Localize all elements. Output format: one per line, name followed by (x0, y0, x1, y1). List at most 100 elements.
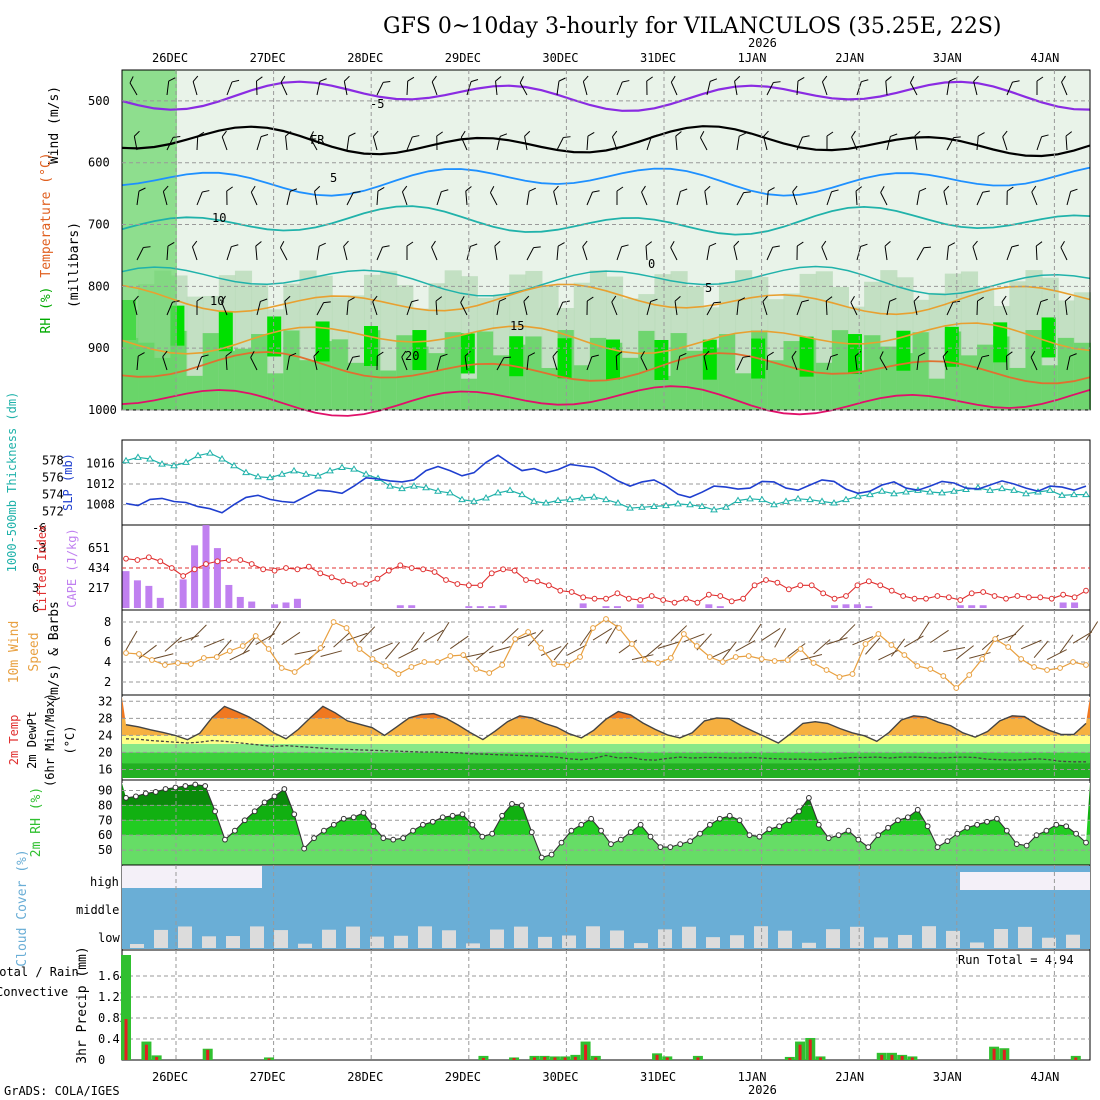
wind-barb-flag (651, 134, 659, 138)
lifted-index-point (945, 594, 952, 601)
wind-barb-flag (582, 240, 588, 247)
wind-barb-upper (196, 296, 204, 315)
wind-barb-staff (736, 136, 740, 151)
wind-speed-point (525, 629, 532, 635)
wind-barb-upper (676, 353, 687, 371)
wind-barb-staff (136, 191, 140, 206)
rh-tick: 90 (98, 783, 112, 797)
wind-barb-staff (494, 246, 498, 261)
thickness-point (146, 455, 154, 462)
temp-color-band (122, 735, 1090, 744)
wind-barb-upper (526, 246, 541, 261)
wind-barb-10m-staff (333, 632, 351, 648)
rh-shading-band (331, 339, 349, 410)
wind-barb-staff (255, 246, 258, 261)
wind-barb-staff (972, 246, 978, 261)
wind-barb-upper (526, 187, 536, 206)
slp-tick: 1012 (86, 477, 115, 491)
cloud-low-bar (850, 926, 864, 948)
wind-barb-upper (909, 76, 918, 96)
wind-barb-flag (285, 131, 292, 137)
wind-speed-point (771, 658, 778, 664)
wind-barb-flag (1036, 76, 1044, 82)
wind-barb-upper (1006, 244, 1019, 261)
wind-barb-upper (880, 185, 888, 206)
rh-tick: 50 (98, 843, 112, 857)
wind-speed-point (654, 660, 661, 666)
wind-barb-10m-staff (995, 633, 1017, 642)
wind-barb-10m (995, 633, 1017, 642)
wind-barb-staff (976, 136, 979, 151)
wind-barb-upper (496, 297, 507, 316)
pressure-tick: 900 (88, 341, 110, 355)
cloud-low-bar (682, 926, 696, 948)
rh-shading-band (218, 311, 233, 352)
wind-barb-upper (466, 79, 479, 96)
thickness-tick: 576 (42, 471, 64, 485)
wind-barb-10m (294, 649, 317, 655)
wind-barb-staff (880, 192, 888, 206)
wind-barb-upper (645, 241, 653, 261)
wind-barb-staff (706, 302, 715, 316)
wind-barb-upper (256, 134, 269, 151)
wind-barb-upper (676, 188, 688, 206)
wind-speed-point (447, 653, 454, 659)
rh-shading-band (880, 346, 898, 410)
lifted-index-point (157, 558, 164, 565)
wind-barb-flag (528, 187, 536, 192)
thickness-point (170, 461, 178, 469)
rh-point (499, 812, 505, 819)
wind-barb-staff (1061, 81, 1068, 96)
wind-barb-upper (314, 185, 321, 206)
wind-barb-upper (346, 132, 356, 151)
cape-bar (408, 605, 416, 608)
cape-bar (1059, 602, 1067, 608)
wind-barb-staff (496, 136, 501, 151)
wind-barb-upper (704, 185, 711, 206)
wind-barb-10m-staff (865, 637, 881, 655)
wind-barb-staff (256, 136, 262, 151)
wind-speed-point (278, 665, 285, 671)
wind-barb-flag (411, 299, 419, 303)
li-tick: 3 (32, 581, 39, 595)
wind-barb-10m-staff (943, 646, 965, 653)
wind-barb-10m-staff (515, 632, 537, 641)
wind-barb-staff (1036, 136, 1043, 151)
cape-bar (133, 580, 141, 608)
rh-shading-band (944, 326, 959, 367)
rh-point (330, 821, 337, 828)
precip-conv-bar (1074, 1057, 1078, 1060)
lifted-index-point (637, 597, 644, 603)
wind-barb-10m (1046, 649, 1067, 660)
isotherm-label: 0 (648, 257, 655, 271)
wind-speed-point (136, 651, 142, 657)
wind-barb-flag (495, 76, 502, 82)
lifted-index-point (991, 593, 998, 599)
wind-speed-point (538, 645, 545, 651)
rh-shading-band (1041, 365, 1059, 410)
wind-barb-upper (1035, 241, 1043, 261)
thickness-point (758, 495, 766, 503)
wind-barb-upper (225, 351, 233, 371)
wind-speed-point (564, 662, 570, 668)
lifted-index-point (717, 593, 724, 599)
wind-barb-staff (766, 247, 774, 261)
rh-point (251, 808, 258, 815)
thickness-point (782, 497, 790, 504)
cape-bar (979, 605, 987, 608)
rh-shading-band (218, 350, 236, 410)
wind-barb-10m (657, 641, 680, 649)
precip-frame (121, 949, 1091, 1061)
wind-barb-upper (943, 185, 950, 206)
wind-barb-flag (612, 130, 618, 138)
rh-point (608, 841, 614, 848)
wind-barb-upper (553, 185, 559, 206)
wind-barb-flag (280, 75, 286, 83)
cloud-low-bar (778, 930, 792, 948)
cloud-low-bar (130, 944, 144, 948)
wind-barb-upper (460, 295, 468, 316)
wind-speed-point (1057, 665, 1063, 671)
wind-barb-staff (401, 356, 408, 371)
wind-barb-10m (787, 643, 806, 658)
wind-barb-staff (676, 356, 681, 371)
